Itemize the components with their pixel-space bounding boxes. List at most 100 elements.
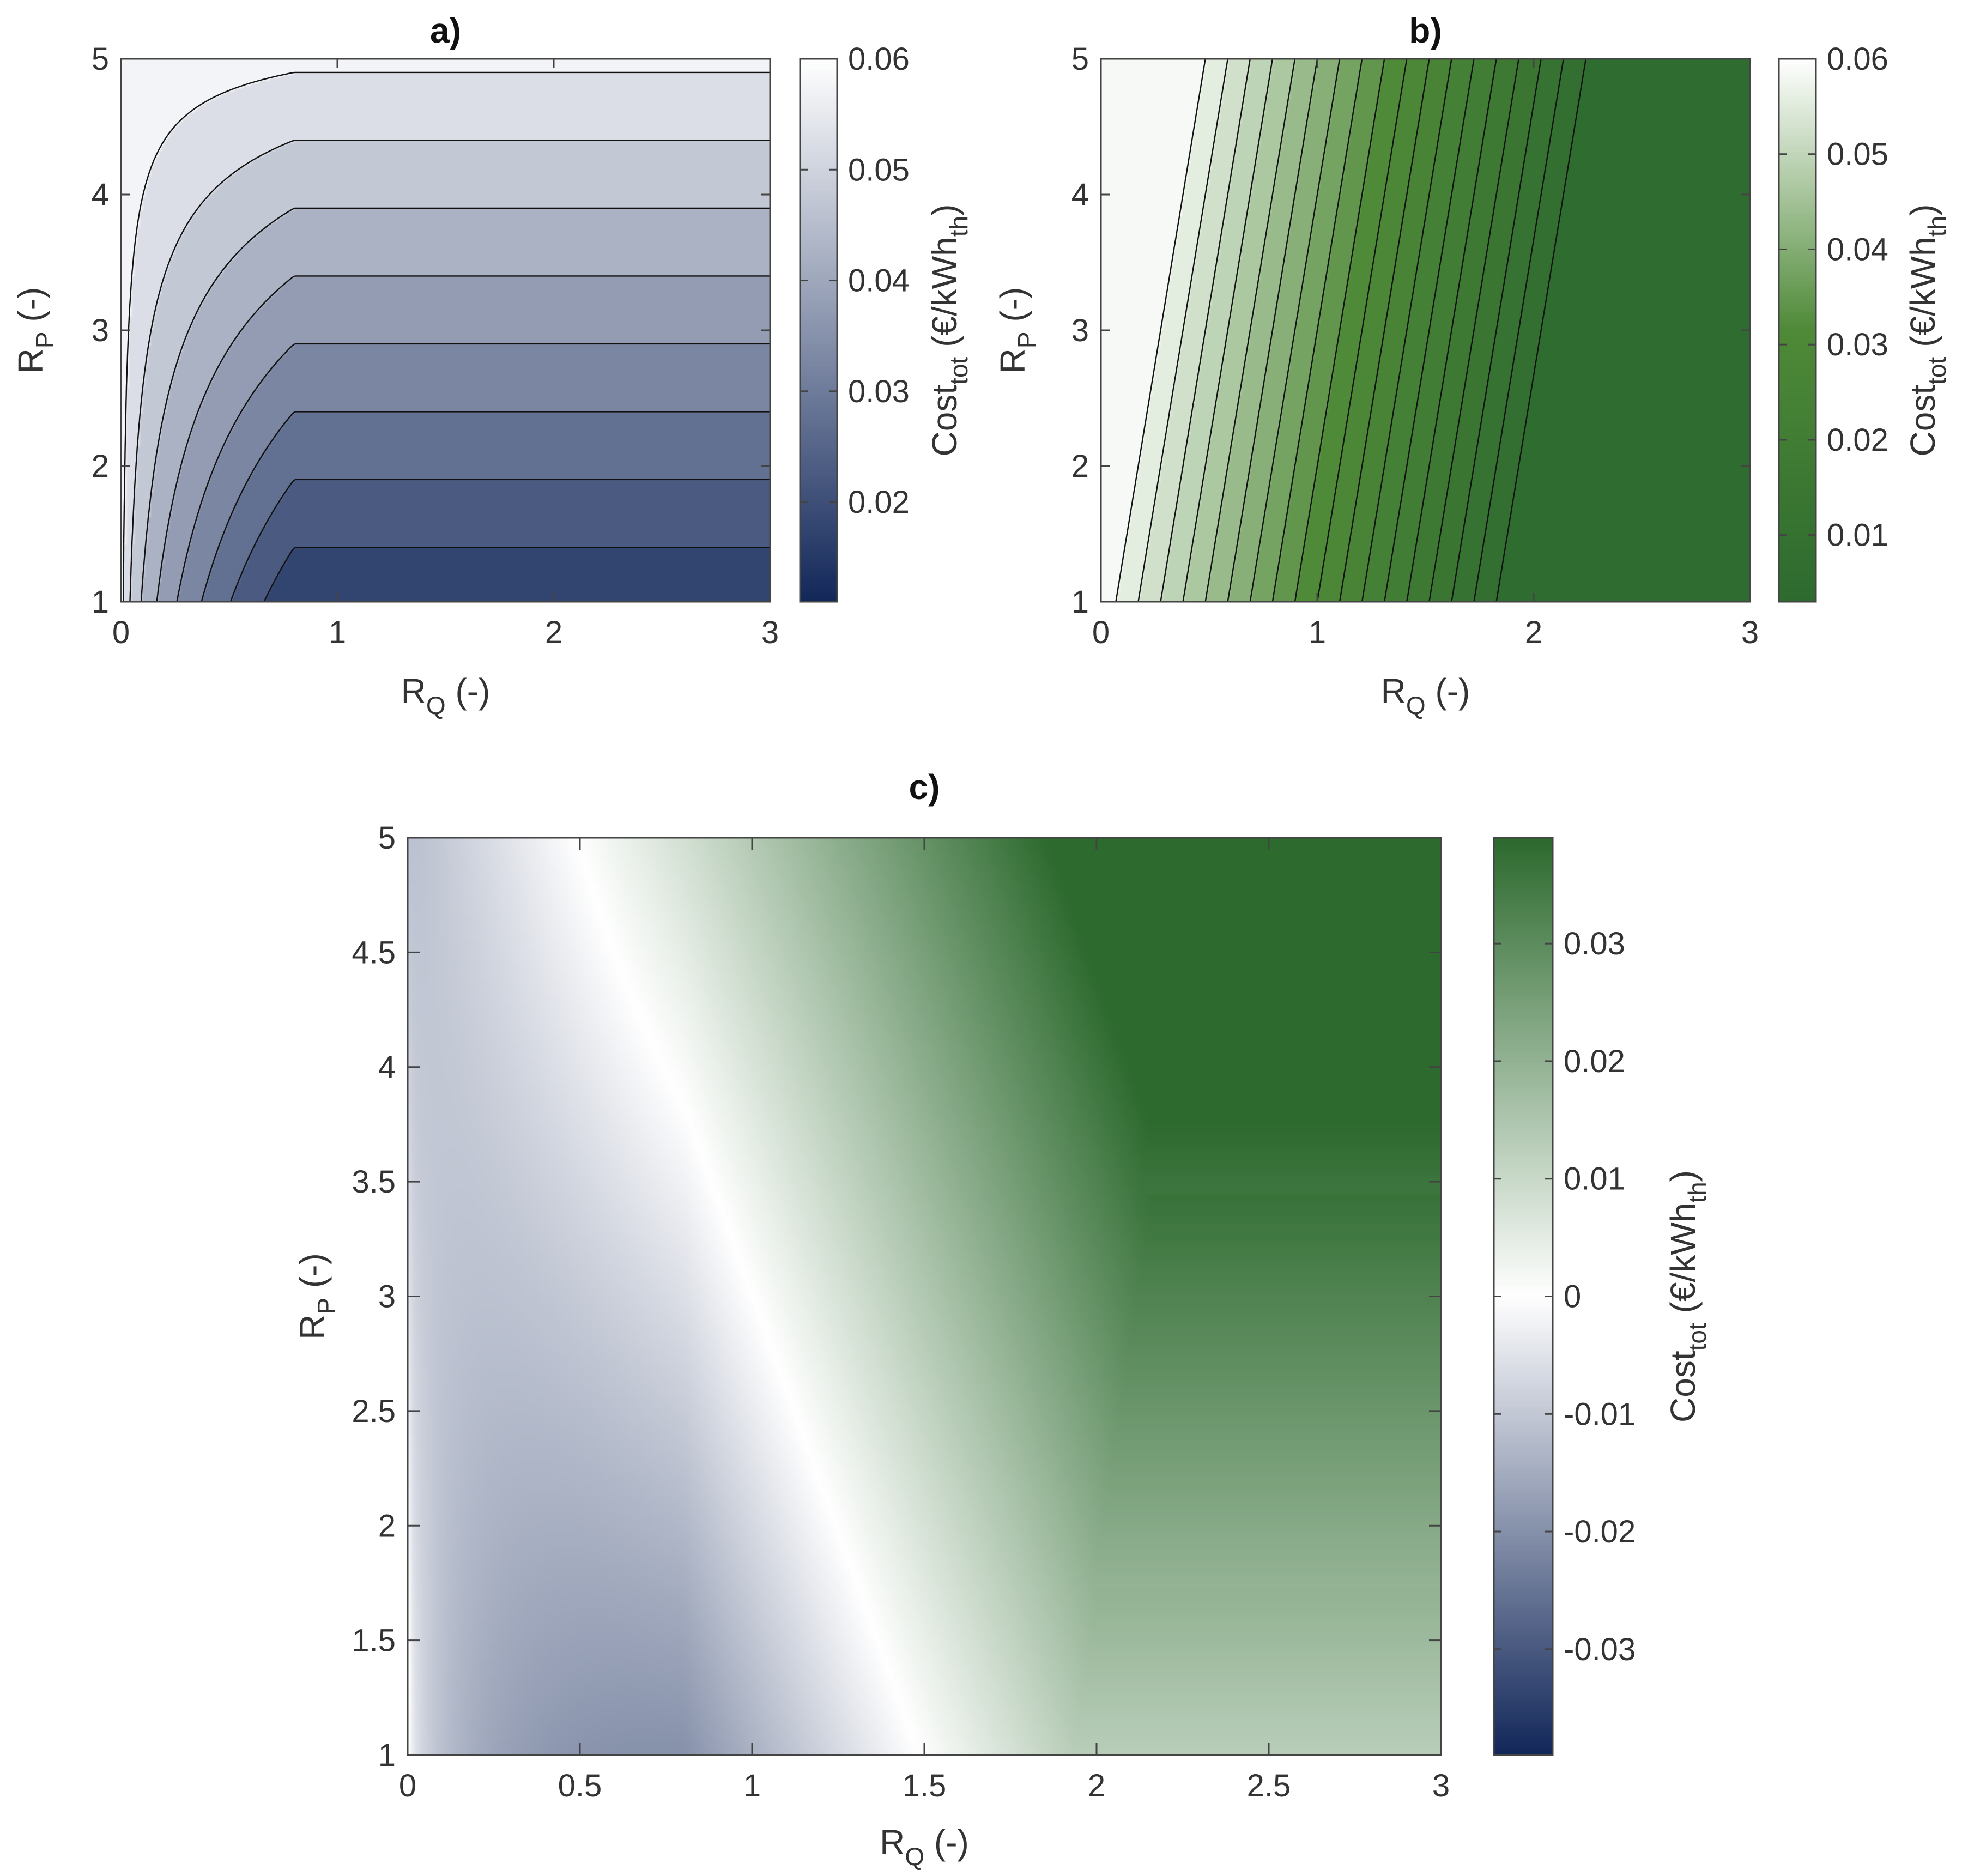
contour-line [1137, 58, 1228, 602]
y-axis-label-text: R [993, 348, 1032, 373]
contour-lines [1115, 58, 1586, 602]
y-tick-label: 1 [92, 584, 109, 620]
colorbar-tick-label: -0.01 [1564, 1396, 1636, 1432]
y-tick-label: 2 [92, 449, 109, 484]
colorbar-label: Costtot (€/kWhth) [925, 204, 973, 457]
contour-line [1271, 58, 1363, 602]
colorbar-tick-label: 0.05 [848, 152, 910, 187]
x-axis-label-text: R [401, 671, 426, 711]
colorbar-tick-label: 0.06 [1827, 41, 1888, 77]
colorbar-label-units-sub: th [1923, 216, 1951, 237]
contour-line [1182, 58, 1274, 602]
y-axis-label-suffix: (-) [293, 1253, 332, 1298]
contour-line [176, 343, 770, 602]
x-axis-label-suffix: (-) [446, 671, 491, 711]
x-axis-label-suffix: (-) [924, 1823, 969, 1862]
y-axis-label-suffix: (-) [993, 287, 1032, 332]
y-tick-label: 3 [92, 313, 109, 348]
colorbar-label-units: (€/kWh [925, 237, 964, 356]
contour-line [1406, 58, 1497, 602]
contour-line [156, 275, 770, 602]
colorbar-label-units-sub: th [944, 216, 973, 237]
colorbar-label-units-sub: th [1683, 1182, 1711, 1202]
x-axis-label: RQ (-) [401, 671, 491, 719]
x-axis-label-sub: Q [1406, 691, 1426, 719]
colorbar-label-units: (€/kWh [1663, 1203, 1703, 1323]
y-axis-label-suffix: (-) [11, 287, 50, 332]
y-tick-label: 2 [378, 1508, 396, 1544]
colorbar-label-sub: tot [1923, 356, 1951, 384]
colorbar-label: Costtot (€/kWhth) [1903, 204, 1951, 457]
x-tick-label: 1 [743, 1768, 761, 1804]
colorbar: 0.02 0.03 0.04 0.05 0.06 Costtot (€/kWhth) [799, 41, 973, 603]
colorbar-tick-label: -0.02 [1564, 1514, 1636, 1550]
x-tick-label: 0.5 [558, 1768, 602, 1804]
colorbar-label-close: ) [1663, 1170, 1703, 1182]
y-tick-label: 1 [378, 1738, 396, 1773]
colorbar-tick-label: 0.04 [1827, 232, 1888, 267]
colorbar-label-sub: tot [944, 356, 973, 384]
colorbar-tick-label: 0.01 [1827, 518, 1888, 553]
heatmap-surface [408, 838, 1441, 1755]
contour-line [1451, 58, 1542, 602]
colorbar-tick-label: 0.03 [1827, 327, 1888, 362]
contour-line [1204, 58, 1296, 602]
x-axis-label-suffix: (-) [1426, 671, 1470, 711]
y-tick-label: 4.5 [352, 935, 396, 970]
y-tick-label: 4 [92, 177, 109, 213]
contour-line [1339, 58, 1430, 602]
y-axis-label-sub: P [31, 331, 59, 348]
contour-line [201, 411, 770, 602]
colorbar-tick-label: 0 [1564, 1279, 1581, 1315]
x-axis-label: RQ (-) [1381, 671, 1470, 719]
contour-line [1361, 58, 1452, 602]
y-axis-label-text: R [11, 348, 50, 373]
y-tick-label: 2 [1071, 449, 1089, 484]
x-tick-label: 0 [1092, 615, 1110, 650]
contour-line [1428, 58, 1519, 602]
colorbar-label-text: Cost [1903, 385, 1942, 457]
colorbar-frame [799, 58, 838, 603]
colorbar-tick-label: 0.06 [848, 41, 910, 77]
x-tick-label: 1 [1309, 615, 1326, 650]
y-tick-label: 4 [378, 1050, 396, 1085]
x-axis-label: RQ (-) [880, 1823, 969, 1871]
contour-line [1495, 58, 1586, 602]
x-axis-label-sub: Q [905, 1842, 924, 1871]
colorbar-gradient [1779, 59, 1816, 602]
x-tick-label: 2 [1088, 1768, 1105, 1804]
panel-title: c) [909, 767, 940, 807]
panel-c: 0 0.5 1 1.5 2 2.5 311.522.533.544.55c)-0.03-0.… [352, 767, 1711, 1804]
x-tick-label: 2 [545, 615, 562, 650]
x-tick-label: 2.5 [1247, 1768, 1291, 1804]
contour-line [1115, 58, 1206, 602]
x-tick-label: 1.5 [903, 1768, 947, 1804]
x-tick-label: 0 [112, 615, 130, 650]
colorbar-label-close: ) [925, 204, 964, 216]
x-tick-label: 3 [1741, 615, 1759, 650]
colorbar-tick-label: 0.02 [1564, 1044, 1625, 1079]
x-tick-label: 0 [399, 1768, 416, 1804]
colorbar-label-units: (€/kWh [1903, 237, 1942, 356]
contour-line [129, 140, 770, 602]
colorbar-tick-label: -0.03 [1564, 1632, 1636, 1667]
colorbar-tick-label: 0.05 [1827, 137, 1888, 172]
colorbar-label: Costtot (€/kWhth) [1663, 1170, 1711, 1423]
colorbar-label-text: Cost [925, 385, 964, 457]
y-tick-label: 3.5 [352, 1164, 396, 1200]
panel-b: 0 1 2 312345b)0.010.020.030.040.050.06Costt… [1071, 11, 1951, 650]
contour-lines [123, 71, 770, 602]
colorbar-label-close: ) [1903, 204, 1942, 216]
x-axis-label-text: R [1381, 671, 1406, 711]
contour-line [263, 547, 770, 602]
colorbar-tick-label: 0.03 [1564, 926, 1625, 961]
y-tick-label: 5 [1071, 41, 1089, 77]
y-axis-label-sub: P [1013, 331, 1041, 348]
colorbar-gradient [1494, 838, 1553, 1755]
colorbar-tick-label: 0.02 [1827, 422, 1888, 458]
y-axis-label: RP (-) [293, 1253, 341, 1340]
colorbar: -0.03 -0.02 -0.01 0 0.01 0.02 0.03 Costtot (€/k… [1493, 837, 1711, 1756]
y-tick-label: 2.5 [352, 1394, 396, 1429]
colorbar-label-text: Cost [1663, 1351, 1703, 1423]
